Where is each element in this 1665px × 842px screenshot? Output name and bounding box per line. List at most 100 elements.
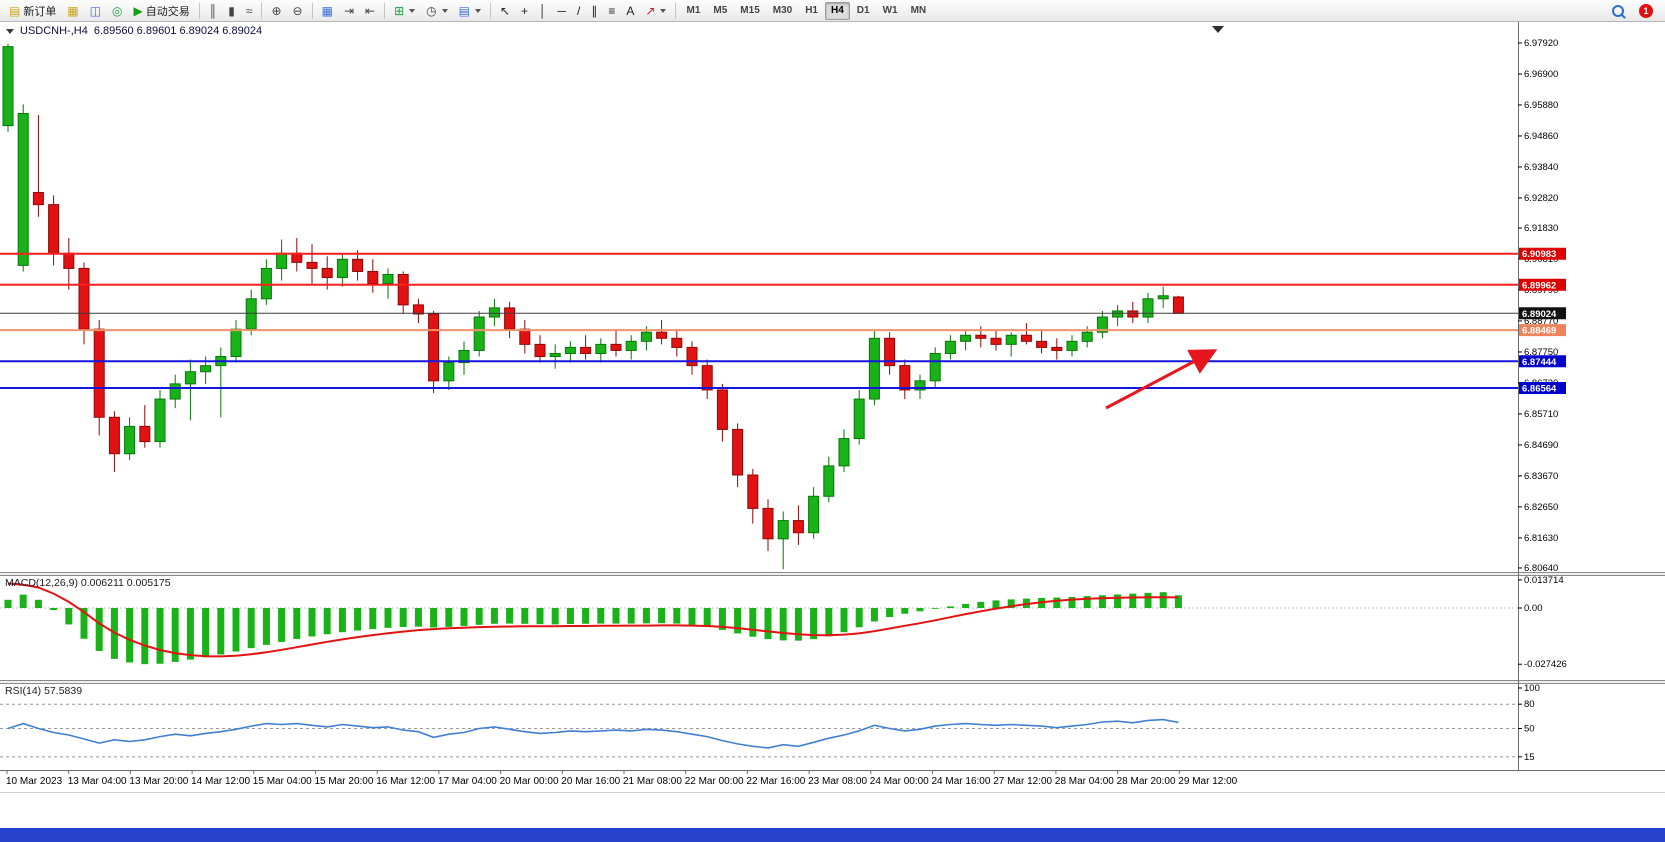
annotation-arrow[interactable] — [1105, 349, 1218, 410]
vline-icon: │ — [539, 3, 547, 18]
svg-text:0.013714: 0.013714 — [1524, 575, 1564, 586]
channel-button[interactable]: ∥ — [586, 2, 602, 20]
line-chart-button[interactable]: ≈ — [241, 2, 258, 20]
svg-text:22 Mar 16:00: 22 Mar 16:00 — [746, 776, 805, 787]
tf-h1-button[interactable]: H1 — [799, 2, 824, 20]
notification-badge[interactable]: 1 — [1639, 3, 1653, 18]
svg-text:6.90983: 6.90983 — [1522, 249, 1556, 260]
bars-icon: ║ — [208, 3, 218, 18]
trendline-icon: / — [577, 3, 581, 18]
crosshair-button[interactable]: + — [516, 2, 533, 20]
text-button[interactable]: A — [621, 2, 639, 20]
resistance-line-lower[interactable]: 6.89962 — [0, 278, 1566, 292]
linechart-icon: ≈ — [245, 3, 253, 18]
zoom-out-icon: ⊖ — [292, 3, 303, 18]
new-chart-button[interactable]: ⊞ — [389, 2, 420, 20]
caret-down-icon — [441, 8, 448, 13]
tf-m30-button[interactable]: M30 — [767, 2, 798, 20]
svg-text:6.82650: 6.82650 — [1524, 502, 1558, 513]
autotrading-button-label: 自动交易 — [145, 5, 190, 18]
strategy-navigator-button[interactable]: ◎ — [107, 2, 127, 20]
svg-text:14 Mar 12:00: 14 Mar 12:00 — [191, 776, 250, 787]
new-chart-icon: ⊞ — [394, 3, 405, 18]
tile-windows-button[interactable]: ▦ — [317, 2, 338, 20]
zoom-in-button[interactable]: ⊕ — [266, 2, 286, 20]
new-order-button[interactable]: ▤ 新订单 — [4, 2, 61, 20]
charts-grid-button[interactable]: ▦ — [62, 2, 83, 20]
time-axis[interactable]: 10 Mar 2023 13 Mar 04:00 13 Mar 20:00 14 Ma… — [6, 770, 1238, 787]
tf-w1-button[interactable]: W1 — [877, 2, 904, 20]
support-line-upper[interactable]: 6.87444 — [0, 355, 1566, 368]
svg-text:6.80640: 6.80640 — [1524, 563, 1558, 574]
tf-m30-button-label: M30 — [772, 5, 793, 16]
caret-down-icon — [660, 8, 667, 13]
tf-mn-button[interactable]: MN — [905, 2, 933, 20]
profiles-icon: ◫ — [89, 3, 102, 18]
svg-text:6.87444: 6.87444 — [1522, 357, 1557, 368]
profiles-button[interactable]: ◫ — [85, 2, 106, 20]
fibo-icon: ≡ — [608, 3, 616, 18]
zoom-out-button[interactable]: ⊖ — [288, 2, 308, 20]
toolbar-right: 1 — [1607, 2, 1661, 20]
horizontal-line-button[interactable]: ─ — [553, 2, 572, 20]
channel-icon: ∥ — [591, 3, 598, 18]
tf-m5-button[interactable]: M5 — [707, 2, 733, 20]
chart-title: USDCNH-,H4 6.89560 6.89601 6.89024 6.890… — [6, 25, 262, 37]
svg-text:6.88469: 6.88469 — [1522, 326, 1556, 337]
crosshair-icon: + — [521, 3, 529, 18]
new-order-button-label: 新订单 — [23, 5, 57, 18]
arrows-button[interactable]: ↗ — [640, 2, 671, 20]
tf-mn-button-label: MN — [910, 5, 927, 16]
cursor-button[interactable]: ↖ — [495, 2, 515, 20]
autotrading-button[interactable]: ▶ 自动交易 — [129, 2, 195, 20]
svg-text:-0.027426: -0.027426 — [1524, 659, 1567, 670]
trade-group: ▤ 新订单 ▦ ◫ ◎ ▶ 自动交易 — [4, 2, 195, 20]
grid-icon: ▦ — [67, 3, 79, 18]
candlestick-chart-button[interactable]: ▮ — [223, 2, 240, 20]
trendline-button[interactable]: / — [572, 2, 585, 20]
price-axis[interactable]: 6.97920 6.96900 6.95880 6.94860 6.93840 6.928… — [1518, 38, 1558, 574]
compass-icon: ◎ — [112, 3, 123, 18]
svg-text:15: 15 — [1524, 752, 1535, 763]
period-button[interactable]: ◷ — [421, 2, 452, 20]
toolbar-separator — [198, 2, 200, 19]
tf-h1-button-label: H1 — [805, 5, 818, 16]
resistance-line-upper[interactable]: 6.90983 — [0, 247, 1566, 261]
svg-text:80: 80 — [1524, 699, 1535, 710]
svg-text:6.89024: 6.89024 — [1522, 309, 1557, 320]
svg-text:6.84690: 6.84690 — [1524, 440, 1558, 451]
svg-text:24 Mar 16:00: 24 Mar 16:00 — [932, 776, 991, 787]
tf-m15-button[interactable]: M15 — [734, 2, 765, 20]
support-line-lower[interactable]: 6.86564 — [0, 381, 1566, 395]
objects-group: ⊞ ◷ ▤ — [389, 2, 486, 20]
chart-shift-button[interactable]: ⇤ — [360, 2, 380, 20]
auto-scroll-button[interactable]: ⇥ — [339, 2, 359, 20]
tf-m1-button[interactable]: M1 — [680, 2, 706, 20]
play-icon: ▶ — [133, 3, 143, 18]
cursor-icon: ↖ — [499, 3, 511, 18]
toolbar-separator — [675, 2, 677, 19]
chart-type-group: ║ ▮ ≈ — [204, 2, 258, 20]
rsi-pane: 100 80 50 15 — [0, 683, 1540, 763]
tf-m1-button-label: M1 — [686, 5, 701, 16]
toolbar-separator — [261, 2, 263, 19]
chart-menu-icon[interactable] — [6, 28, 14, 34]
pivot-line[interactable]: 6.88469 — [0, 324, 1566, 337]
search-button[interactable] — [1607, 2, 1629, 20]
svg-text:6.83670: 6.83670 — [1524, 471, 1558, 482]
arrow-object-icon: ↗ — [645, 3, 656, 18]
template-button[interactable]: ▤ — [454, 2, 486, 20]
fibonacci-button[interactable]: ≡ — [603, 2, 620, 20]
tf-h4-button[interactable]: H4 — [825, 1, 850, 20]
current-price-line[interactable]: 6.89024 — [0, 307, 1566, 320]
main-toolbar: ▤ 新订单 ▦ ◫ ◎ ▶ 自动交易 ║ ▮ ≈ ⊕ ⊖ ▦ ⇥ ⇤ ⊞ ◷ ▤ ↖ + │ ─ / ∥ ≡ A ↗ M1 M5 M15 M… — [0, 0, 1665, 22]
taskbar-strip — [0, 828, 1665, 842]
vertical-line-button[interactable]: │ — [534, 2, 552, 20]
bar-chart-button[interactable]: ║ — [204, 2, 223, 20]
svg-text:6.85710: 6.85710 — [1524, 409, 1558, 420]
tf-d1-button[interactable]: D1 — [851, 2, 876, 20]
caret-down-icon — [474, 8, 481, 13]
svg-text:13 Mar 04:00: 13 Mar 04:00 — [68, 776, 127, 787]
chart-shift-marker[interactable] — [1212, 26, 1224, 33]
